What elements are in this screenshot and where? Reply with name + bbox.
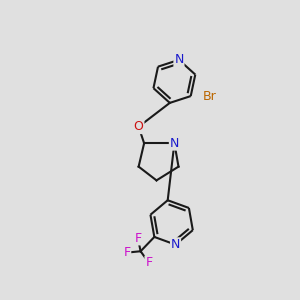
Text: F: F [145, 256, 152, 269]
Text: N: N [171, 238, 180, 251]
Text: F: F [123, 246, 130, 259]
Text: O: O [134, 120, 144, 133]
Text: Br: Br [202, 90, 216, 103]
Text: N: N [174, 53, 184, 66]
Text: N: N [170, 137, 179, 150]
Text: F: F [134, 232, 141, 244]
